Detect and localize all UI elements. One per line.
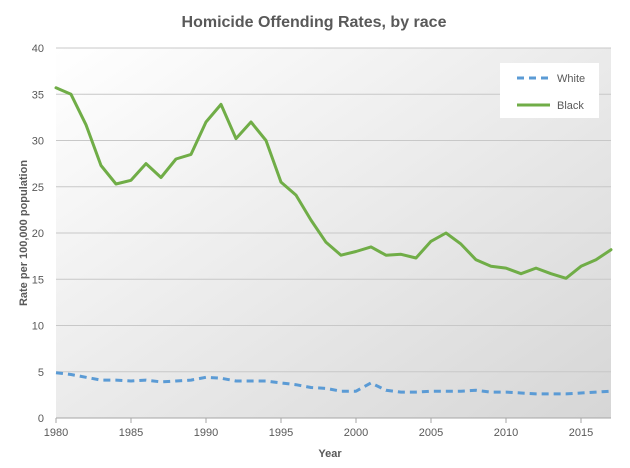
x-tick-label: 2005 bbox=[419, 427, 443, 439]
legend: White Black bbox=[500, 63, 599, 118]
y-tick-label: 0 bbox=[38, 413, 44, 425]
y-tick-label: 15 bbox=[32, 274, 44, 286]
y-tick-label: 30 bbox=[32, 136, 44, 148]
y-tick-label: 5 bbox=[38, 367, 44, 379]
x-tick-label: 1990 bbox=[194, 427, 218, 439]
y-tick-label: 20 bbox=[32, 228, 44, 240]
x-tick-label: 1985 bbox=[119, 427, 143, 439]
legend-label-black: Black bbox=[557, 100, 584, 112]
x-tick-label: 2015 bbox=[569, 427, 593, 439]
y-tick-label: 40 bbox=[32, 43, 44, 55]
y-tick-label: 10 bbox=[32, 321, 44, 333]
y-axis-label: Rate per 100,000 population bbox=[18, 160, 30, 306]
legend-label-white: White bbox=[557, 73, 585, 85]
y-tick-label: 35 bbox=[32, 89, 44, 101]
series-layer bbox=[54, 86, 613, 396]
x-tick-label: 1980 bbox=[44, 427, 68, 439]
x-tick-label: 2000 bbox=[344, 427, 368, 439]
x-tick-label: 1995 bbox=[269, 427, 293, 439]
x-tick-label: 2010 bbox=[494, 427, 518, 439]
axes: 0 5 10 15 20 25 30 35 40 1980 1985 1990 1995 2000 2005… bbox=[32, 43, 611, 439]
x-axis-label: Year bbox=[318, 448, 342, 460]
legend-box bbox=[500, 63, 599, 118]
series-line-white bbox=[55, 371, 612, 396]
series-line-black bbox=[54, 86, 613, 280]
y-tick-label: 25 bbox=[32, 182, 44, 194]
chart-title: Homicide Offending Rates, by race bbox=[182, 14, 447, 31]
